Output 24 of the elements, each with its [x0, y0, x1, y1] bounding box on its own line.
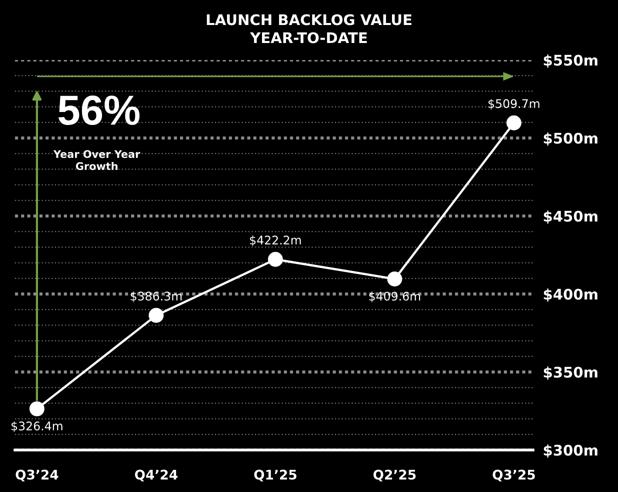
x-tick-label: Q4’24 — [134, 470, 178, 482]
annotation: 56% — [58, 96, 140, 126]
point — [29, 401, 44, 416]
point — [268, 252, 283, 267]
x-tick-label: Q3’25 — [492, 470, 535, 482]
point — [387, 272, 402, 286]
data-label: $422.2m — [250, 235, 301, 246]
y-tick-label: $350m — [544, 366, 598, 380]
x-tick-label: Q2’25 — [373, 470, 416, 482]
data-label: $409.6m — [369, 292, 420, 302]
y-tick-label: $500m — [544, 132, 598, 146]
point — [148, 308, 164, 323]
data-label: $509.7m — [488, 98, 540, 110]
point — [506, 115, 522, 130]
chart-title: LAUNCH BACKLOG VALUE YEAR-TO-DATE — [206, 14, 412, 44]
y-tick-label: $450m — [544, 210, 598, 224]
x-tick-label: Q3’24 — [16, 470, 58, 482]
data-label: $326.4m — [12, 421, 62, 432]
x-tick-label: Q1’25 — [254, 470, 296, 482]
y-tick-label: $400m — [544, 288, 598, 302]
annotation: Year Over Year Growth — [53, 150, 140, 170]
data-label: $386.3m — [130, 291, 182, 302]
y-tick-label: $300m — [544, 444, 598, 458]
y-tick-label: $550m — [544, 54, 598, 68]
